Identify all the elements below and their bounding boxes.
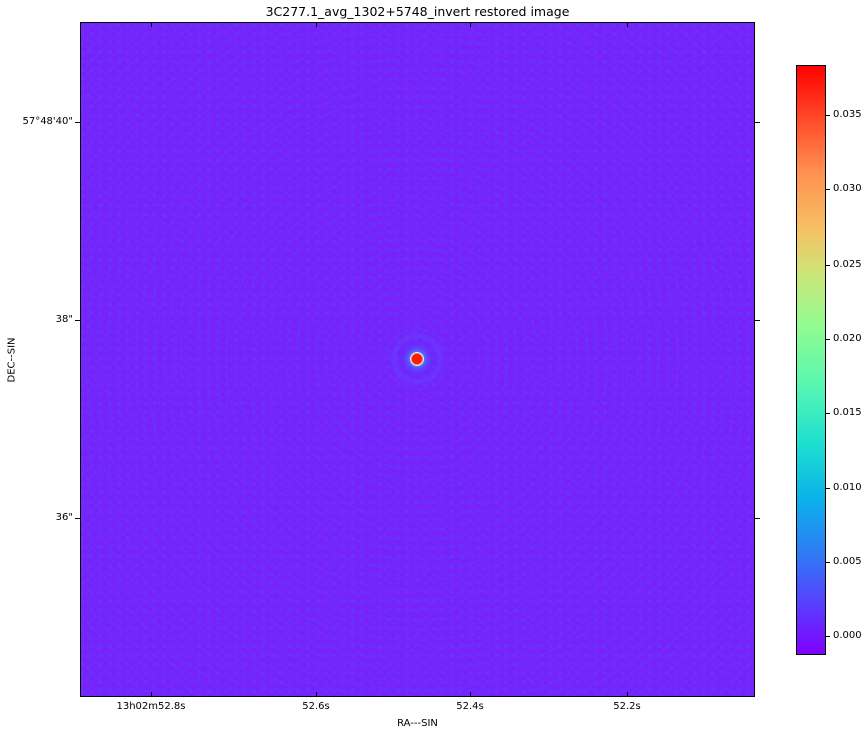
colorbar-tick-label: 0.020: [833, 333, 862, 344]
colorbar-tick-label: 0.035: [833, 109, 862, 120]
colorbar-tick-mark: [826, 413, 830, 414]
image-plot-area: [80, 22, 755, 697]
colorbar-tick-mark: [826, 636, 830, 637]
x-tick-label: 52.2s: [613, 701, 641, 712]
y-tick-mark-right: [755, 320, 760, 321]
y-axis-label: DEC--SIN: [6, 337, 18, 383]
x-tick-mark-top: [151, 22, 152, 27]
x-tick-mark-top: [470, 22, 471, 27]
colorbar-tick-label: 0.015: [833, 407, 862, 418]
y-tick-mark-right: [755, 122, 760, 123]
y-tick-mark-right: [755, 518, 760, 519]
colorbar-tick-mark: [826, 562, 830, 563]
colorbar-tick-mark: [826, 189, 830, 190]
colorbar-tick-mark: [826, 488, 830, 489]
x-tick-label: 13h02m52.8s: [116, 701, 186, 712]
chart-title: 3C277.1_avg_1302+5748_invert restored im…: [265, 4, 570, 19]
x-tick-label: 52.4s: [456, 701, 484, 712]
colorbar-tick-mark: [826, 115, 830, 116]
point-source: [411, 353, 423, 365]
y-tick-label: 36": [55, 512, 73, 523]
colorbar-tick-label: 0.005: [833, 556, 862, 567]
y-tick-label: 38": [55, 314, 73, 325]
colorbar-tick-label: 0.030: [833, 183, 862, 194]
x-tick-mark: [151, 692, 152, 697]
y-tick-mark: [75, 518, 80, 519]
y-tick-label: 57°48'40": [22, 116, 73, 127]
colorbar: [796, 65, 826, 655]
x-tick-mark: [627, 692, 628, 697]
y-tick-mark: [75, 122, 80, 123]
y-tick-mark: [75, 320, 80, 321]
colorbar-tick-label: 0.000: [833, 630, 862, 641]
x-tick-mark: [316, 692, 317, 697]
colorbar-tick-mark: [826, 265, 830, 266]
x-axis-label: RA---SIN: [397, 718, 438, 729]
x-tick-label: 52.6s: [302, 701, 330, 712]
x-tick-mark: [470, 692, 471, 697]
x-tick-mark-top: [627, 22, 628, 27]
x-tick-mark-top: [316, 22, 317, 27]
colorbar-tick-label: 0.010: [833, 482, 862, 493]
colorbar-tick-label: 0.025: [833, 259, 862, 270]
colorbar-tick-mark: [826, 339, 830, 340]
